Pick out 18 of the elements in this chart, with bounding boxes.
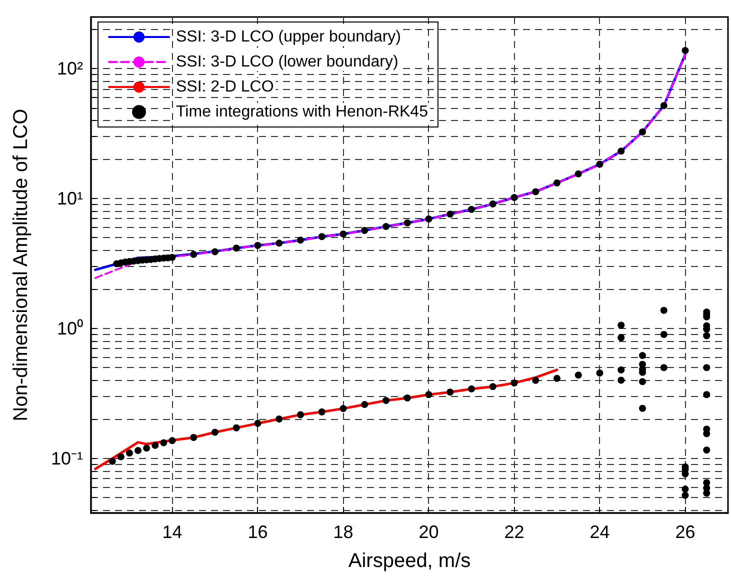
x-tick-label: 22	[504, 522, 524, 542]
x-tick-label: 24	[590, 522, 610, 542]
y-tick-label: 10⁻¹	[50, 448, 84, 468]
legend-label: SSI: 3-D LCO (upper boundary)	[176, 28, 401, 46]
line-series	[94, 368, 558, 470]
x-axis-title: Airspeed, m/s	[348, 550, 471, 572]
x-tick-label: 20	[418, 522, 439, 542]
y-tick-label: 10¹	[56, 188, 84, 209]
legend-label: SSI: 3-D LCO (lower boundary)	[176, 54, 398, 70]
x-tick-label: 18	[333, 522, 354, 542]
y-tick-label: 10⁰	[56, 318, 83, 339]
legend-label: Time integrations with Henon-RK45	[176, 104, 428, 120]
y-axis-title: Non-dimensional Amplitude of LCO	[10, 108, 32, 422]
y-tick-label: 10²	[56, 58, 84, 79]
x-tick-label: 16	[248, 522, 268, 542]
x-tick-label: 26	[675, 522, 696, 542]
legend-label: SSI: 2-D LCO	[176, 78, 274, 96]
x-tick-label: 14	[162, 522, 182, 542]
